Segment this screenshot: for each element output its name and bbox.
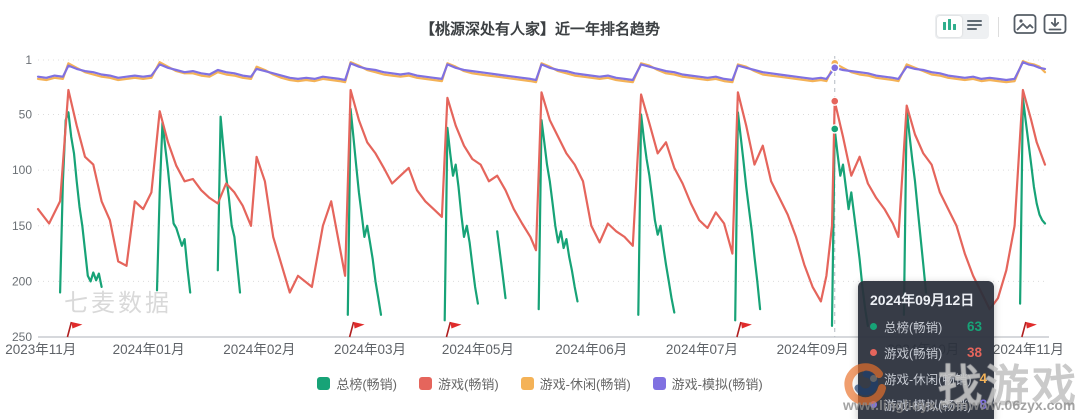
event-flag-icon [66, 321, 83, 338]
series-line [155, 121, 192, 294]
site-logo [843, 360, 889, 411]
tooltip-series-dot [870, 323, 877, 330]
site-watermark-urls: www.lingliuyx.com www.06zyx.com [843, 397, 1076, 413]
legend-label: 总榜(畅销) [336, 377, 397, 392]
chart-title: 【桃源深处有人家】近一年排名趋势 [419, 21, 660, 38]
image-icon [1013, 13, 1037, 40]
legend-marker [317, 377, 331, 390]
tooltip-series-value: 38 [966, 345, 982, 360]
series-line [346, 107, 383, 316]
event-flag-icon [348, 321, 365, 338]
tooltip-series-value: 63 [966, 319, 982, 334]
hover-tooltip: 2024年09月12日 总榜(畅销) 63 游戏(畅销) 38 游戏-休闲(畅销) 4 游戏… [858, 281, 994, 419]
event-flag-icon [445, 321, 462, 338]
x-axis-label: 2024年09月 [777, 342, 849, 357]
series-line [443, 126, 479, 322]
legend-label: 游戏-休闲(畅销) [539, 377, 631, 392]
legend-marker [419, 377, 432, 390]
list-icon [967, 18, 982, 36]
chart-type-toggle-group [935, 14, 989, 39]
chart-legend: 总榜(畅销) 游戏(畅销) 游戏-休闲(畅销) 游戏-模拟(畅销) [0, 374, 1080, 393]
legend-item[interactable]: 游戏-模拟(畅销) [652, 374, 763, 393]
hover-dot [830, 63, 840, 73]
x-axis-label: 2024年01月 [113, 342, 185, 357]
save-image-button[interactable] [1012, 13, 1038, 40]
series-line [537, 118, 579, 311]
x-axis-label: 2024年11月 [993, 342, 1064, 357]
x-axis-label: 2023年11月 [5, 342, 76, 357]
event-flag-icon [736, 321, 752, 338]
site-url-left: www.lingliuyx.com [843, 397, 969, 413]
series-line [36, 59, 1047, 84]
tooltip-series-value: 4 [979, 371, 988, 386]
x-axis-label: 2024年05月 [442, 342, 514, 357]
chart-toolbar [935, 14, 1068, 39]
legend-item[interactable]: 总榜(畅销) [317, 374, 397, 393]
legend-label: 游戏(畅销) [438, 377, 499, 392]
tooltip-series-label: 游戏-模拟(畅销) [884, 399, 972, 413]
chart-view-button[interactable] [937, 16, 962, 37]
series-line [36, 88, 1047, 311]
series-line [216, 115, 242, 294]
legend-marker [652, 377, 666, 390]
download-button[interactable] [1042, 13, 1068, 40]
tooltip-series-dot [870, 349, 877, 356]
tooltip-rows: 总榜(畅销) 63 游戏(畅销) 38 游戏-休闲(畅销) 4 游戏-模拟(畅销) 8 [870, 317, 987, 414]
legend-marker [520, 377, 534, 390]
x-axis-label: 2024年07月 [666, 342, 738, 357]
event-flag-icon [1021, 321, 1037, 338]
tooltip-row: 游戏(畅销) 38 [870, 343, 982, 362]
series-line [734, 111, 762, 322]
toolbar-divider [998, 16, 999, 37]
hover-dot [830, 124, 840, 134]
tooltip-row: 总榜(畅销) 63 [870, 317, 982, 336]
series-line [496, 230, 507, 300]
x-axis-label: 2024年02月 [223, 342, 295, 357]
tooltip-series-label: 游戏(畅销) [884, 347, 943, 361]
qimai-watermark: 七麦数据 [64, 290, 172, 317]
x-axis-label: 2024年06月 [555, 342, 627, 357]
download-icon [1043, 13, 1067, 40]
tooltip-date: 2024年09月12日 [870, 292, 975, 308]
legend-item[interactable]: 游戏-休闲(畅销) [520, 374, 631, 393]
bar-chart-icon [942, 17, 957, 36]
tooltip-series-dot [870, 401, 877, 408]
y-axis-label: 200 [12, 274, 32, 288]
series-line [36, 61, 1047, 82]
y-axis-label: 100 [12, 163, 32, 177]
series-line [1018, 96, 1047, 305]
site-watermark-text: 找游戏 [938, 362, 1079, 411]
legend-item[interactable]: 游戏(畅销) [419, 374, 499, 393]
hover-dot [830, 96, 840, 106]
y-axis-label: 1 [25, 53, 32, 67]
x-axis-label: 2024年03月 [334, 342, 406, 357]
list-view-button[interactable] [962, 16, 987, 37]
tooltip-series-value: 8 [979, 397, 988, 412]
tooltip-series-label: 总榜(畅销) [884, 321, 943, 335]
y-axis-label: 150 [12, 219, 32, 233]
legend-label: 游戏-模拟(畅销) [671, 377, 763, 392]
y-axis-label: 250 [12, 330, 32, 344]
series-line [902, 107, 928, 316]
site-url-right: www.06zyx.com [968, 397, 1076, 413]
tooltip-series-label: 游戏-休闲(畅销) [884, 373, 972, 387]
tooltip-row: 游戏-模拟(畅销) 8 [870, 395, 987, 414]
y-axis-label: 50 [19, 108, 33, 122]
series-line [637, 113, 676, 316]
